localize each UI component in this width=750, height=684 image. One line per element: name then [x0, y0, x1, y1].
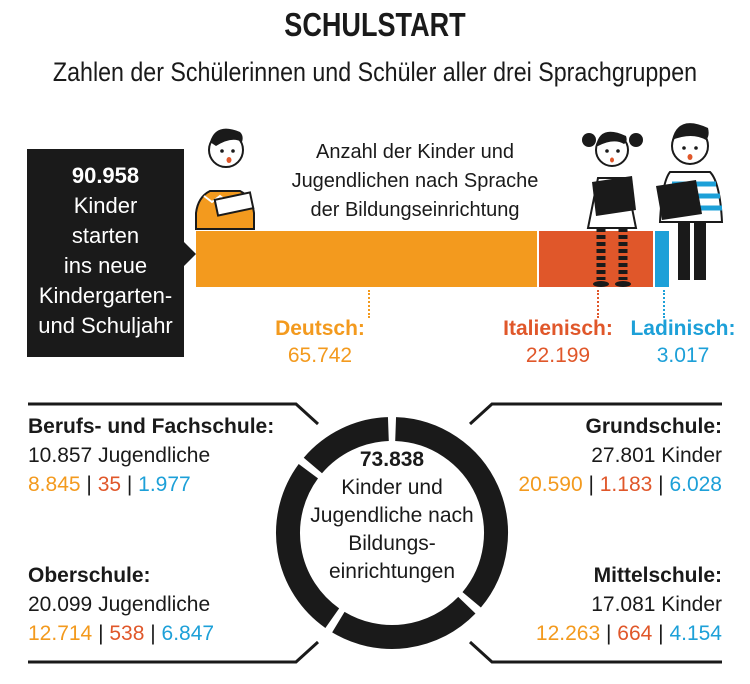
girl-reading-illustration — [582, 131, 643, 287]
donut-segment-berufsschule — [303, 417, 390, 474]
donut-segment-mittelschule — [332, 596, 476, 649]
total-number: 90.958 — [71, 163, 140, 188]
bar-segment-ladinisch — [655, 231, 669, 287]
value-ladinisch: 6.028 — [669, 473, 722, 496]
label-ladinisch-value: 3.017 — [656, 344, 710, 367]
total-line: Kindergarten- — [38, 283, 173, 308]
donut-center-line: Jugendliche nach — [310, 504, 474, 527]
donut-center-text: 73.838 Kinder und Jugendliche nach Bildu… — [300, 446, 484, 586]
label-deutsch-value: 65.742 — [287, 344, 353, 367]
section-mittelschule: Mittelschule: 17.081 Kinder 12.263 | 664… — [536, 561, 722, 648]
section-breakdown: 12.714 | 538 | 6.847 — [28, 622, 215, 645]
value-italienisch: 35 — [97, 473, 122, 496]
value-italienisch: 664 — [617, 622, 653, 645]
total-line: und Schuljahr — [38, 313, 173, 338]
section-grundschule: Grundschule: 27.801 Kinder 20.590 | 1.18… — [518, 412, 722, 499]
value-deutsch: 8.845 — [28, 473, 81, 496]
value-ladinisch: 4.154 — [669, 622, 722, 645]
bar-caption-line: der Bildungseinrichtung — [310, 199, 520, 221]
label-deutsch-name: Deutsch: — [275, 317, 365, 340]
value-ladinisch: 1.977 — [138, 473, 191, 496]
section-heading: Grundschule: — [585, 415, 722, 438]
value-deutsch: 12.263 — [535, 622, 601, 645]
label-italienisch-name: Italienisch: — [503, 317, 613, 340]
section-total: 17.081 Kinder — [591, 593, 722, 616]
value-ladinisch: 6.847 — [161, 622, 215, 645]
connector-grundschule — [468, 402, 722, 426]
label-ladinisch-name: Ladinisch: — [630, 317, 736, 340]
label-italienisch: Italienisch: 22.199 — [488, 315, 628, 369]
section-total: 27.801 Kinder — [591, 444, 722, 467]
bar-segment-deutsch — [196, 231, 538, 287]
value-italienisch: 538 — [109, 622, 145, 645]
donut-segment-oberschule — [276, 464, 340, 628]
leader-ladinisch — [663, 290, 666, 318]
section-breakdown: 20.590 | 1.183 | 6.028 — [518, 473, 722, 496]
page-title: SCHULSTART — [284, 6, 466, 43]
donut-center-number: 73.838 — [359, 448, 425, 471]
total-box-arrow — [184, 242, 196, 266]
boy-reading-left-illustration — [195, 128, 255, 230]
section-breakdown: 12.263 | 664 | 4.154 — [535, 622, 722, 645]
section-berufsschule: Berufs- und Fachschule: 10.857 Jugendlic… — [28, 412, 274, 499]
donut-center-line: einrichtungen — [328, 560, 456, 583]
total-line: starten — [71, 223, 140, 248]
section-heading: Mittelschule: — [593, 564, 722, 587]
page-subtitle: Zahlen der Schülerinnen und Schüler alle… — [52, 57, 698, 87]
section-total: 10.857 Jugendliche — [28, 444, 211, 467]
connector-mittelschule — [468, 640, 722, 664]
donut-center-line: Bildungs- — [348, 532, 436, 555]
section-heading: Oberschule: — [28, 564, 151, 587]
total-box: 90.958 Kinder starten ins neue Kindergar… — [27, 149, 184, 357]
bar-caption: Anzahl der Kinder und Jugendlichen nach … — [270, 138, 560, 225]
label-italienisch-value: 22.199 — [525, 344, 591, 367]
section-oberschule: Oberschule: 20.099 Jugendliche 12.714 | … — [28, 561, 214, 648]
total-line: ins neue — [63, 253, 148, 278]
connector-berufsschule — [28, 402, 320, 426]
bar-segment-italienisch — [539, 231, 654, 287]
boy-reading-right-illustration — [656, 123, 724, 280]
connector-oberschule — [28, 640, 320, 664]
section-total: 20.099 Jugendliche — [28, 593, 211, 616]
section-breakdown: 8.845 | 35 | 1.977 — [28, 473, 191, 496]
label-ladinisch: Ladinisch: 3.017 — [626, 315, 740, 369]
leader-italienisch — [597, 290, 600, 318]
donut-center-line: Kinder und — [341, 476, 443, 499]
leader-deutsch — [367, 290, 370, 318]
value-italienisch: 1.183 — [599, 473, 653, 496]
value-deutsch: 12.714 — [28, 622, 93, 645]
bar-caption-line: Anzahl der Kinder und — [316, 141, 514, 163]
donut-segment-grundschule — [394, 417, 508, 608]
section-heading: Berufs- und Fachschule: — [28, 415, 275, 438]
total-line: Kinder — [73, 193, 138, 218]
value-deutsch: 20.590 — [518, 473, 583, 496]
label-deutsch: Deutsch: 65.742 — [255, 315, 385, 369]
bar-caption-line: Jugendlichen nach Sprache — [291, 170, 539, 192]
